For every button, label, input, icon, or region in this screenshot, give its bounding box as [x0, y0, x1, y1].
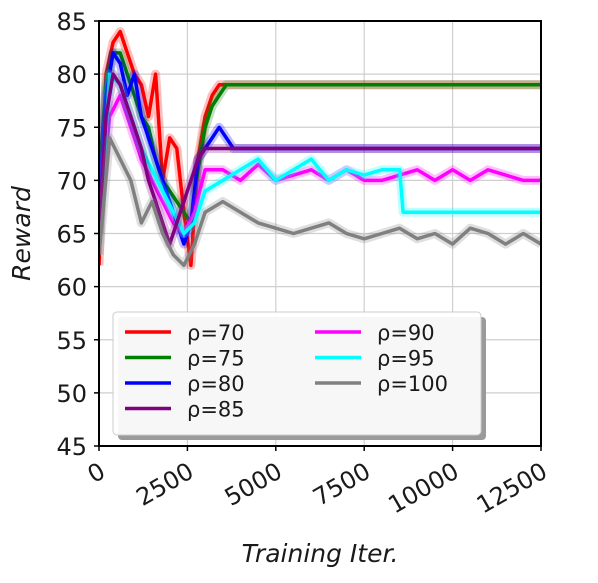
- y-tick-label: 55: [56, 327, 87, 355]
- series-line: [99, 29, 541, 268]
- y-tick-label: 80: [56, 61, 87, 89]
- series-line: [99, 51, 541, 225]
- legend-label: ρ=100: [377, 372, 448, 396]
- y-tick-label: 85: [56, 8, 87, 36]
- y-axis-label: Reward: [7, 186, 36, 281]
- y-tick-label: 65: [56, 221, 87, 249]
- series-line: [99, 136, 541, 268]
- x-axis-label: Training Iter.: [242, 539, 399, 568]
- legend: ρ=70ρ=75ρ=80ρ=85 ρ=90ρ=95ρ=100: [112, 311, 486, 440]
- series-line: [99, 72, 541, 245]
- series-layer: [99, 27, 541, 270]
- legend-box: [112, 311, 482, 436]
- series-line: [99, 72, 541, 246]
- y-tick-label: 60: [56, 274, 87, 302]
- y-tick-label: 75: [56, 114, 87, 142]
- legend-label: ρ=75: [187, 347, 245, 371]
- legend-label: ρ=80: [187, 372, 245, 396]
- y-tick-label: 45: [56, 433, 87, 461]
- legend-label: ρ=90: [377, 321, 435, 345]
- legend-label: ρ=70: [187, 321, 245, 345]
- legend-label: ρ=85: [187, 398, 245, 422]
- legend-label: ρ=95: [377, 347, 435, 371]
- series-line: [99, 93, 541, 236]
- y-tick-label: 70: [56, 167, 87, 195]
- y-tick-label: 50: [56, 380, 87, 408]
